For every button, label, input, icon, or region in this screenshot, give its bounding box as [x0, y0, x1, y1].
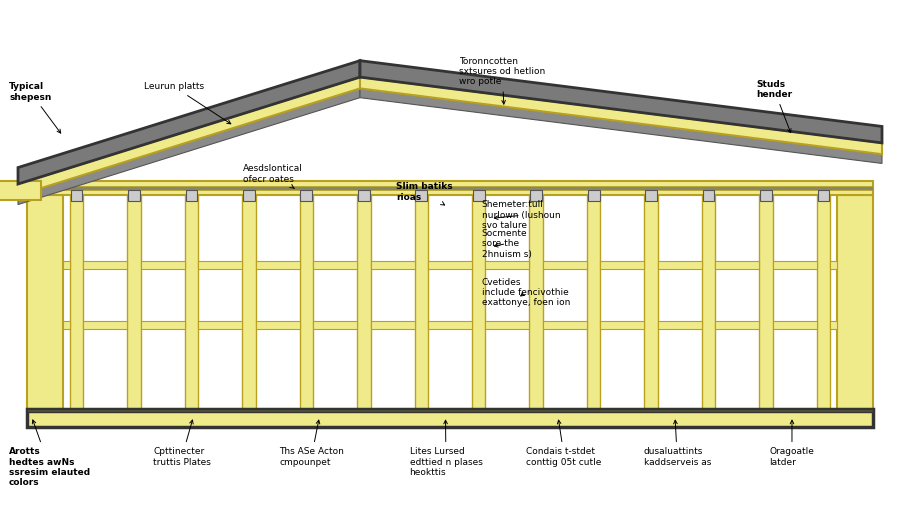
Bar — [416, 190, 428, 201]
Bar — [817, 195, 831, 409]
Text: Condais t-stdet
conttig 05t cutle: Condais t-stdet conttig 05t cutle — [526, 420, 602, 467]
Bar — [716, 321, 760, 329]
Polygon shape — [18, 88, 360, 205]
Bar — [127, 195, 140, 409]
Bar — [485, 261, 529, 269]
Polygon shape — [360, 88, 882, 163]
Bar — [588, 190, 599, 201]
Text: Leurun platts: Leurun platts — [144, 82, 230, 124]
Polygon shape — [360, 77, 882, 154]
Bar — [543, 261, 587, 269]
Bar — [415, 195, 428, 409]
Bar — [830, 321, 837, 329]
Bar — [242, 195, 256, 409]
Bar — [313, 261, 357, 269]
Bar — [27, 195, 63, 409]
Bar — [27, 186, 873, 190]
Bar — [63, 321, 69, 329]
Bar — [472, 195, 485, 409]
Bar — [760, 190, 772, 201]
Bar — [837, 195, 873, 409]
Bar — [529, 195, 543, 409]
Bar — [27, 181, 873, 195]
Text: Typical
shepesn: Typical shepesn — [9, 82, 60, 133]
Text: dusaluattints
kaddserveis as: dusaluattints kaddserveis as — [644, 420, 711, 467]
Text: Lites Lursed
edttied n plases
heokttis: Lites Lursed edttied n plases heokttis — [410, 420, 482, 477]
Bar — [702, 195, 716, 409]
Bar — [357, 195, 371, 409]
Bar — [69, 195, 83, 409]
Polygon shape — [18, 61, 360, 184]
Bar — [198, 261, 242, 269]
Text: Cpttinecter
truttis Plates: Cpttinecter truttis Plates — [153, 420, 211, 467]
Text: Slim batiks
rioas: Slim batiks rioas — [396, 182, 453, 205]
Bar — [543, 321, 587, 329]
Bar — [428, 321, 472, 329]
Bar — [140, 261, 184, 269]
Bar — [645, 190, 657, 201]
Text: Oragoatle
latder: Oragoatle latder — [770, 420, 814, 467]
Bar — [63, 261, 69, 269]
Text: Aesdslontical
ofecr oates: Aesdslontical ofecr oates — [243, 164, 303, 188]
Bar — [472, 190, 484, 201]
Bar — [128, 190, 140, 201]
Bar — [703, 190, 715, 201]
Bar — [716, 261, 760, 269]
Bar — [658, 261, 702, 269]
Bar — [83, 261, 127, 269]
Bar — [184, 195, 198, 409]
Bar — [83, 321, 127, 329]
Text: Ths ASe Acton
cmpounpet: Ths ASe Acton cmpounpet — [279, 420, 344, 467]
Bar — [760, 195, 773, 409]
Bar — [658, 321, 702, 329]
Bar — [27, 409, 873, 427]
Text: Studs
hender: Studs hender — [756, 80, 792, 133]
Polygon shape — [360, 61, 882, 143]
Bar — [256, 261, 300, 269]
Bar — [371, 261, 415, 269]
Bar — [818, 190, 830, 201]
Bar — [27, 409, 873, 412]
Bar — [773, 321, 817, 329]
Bar — [256, 321, 300, 329]
Bar — [485, 321, 529, 329]
Bar — [600, 321, 644, 329]
Bar — [830, 261, 837, 269]
Polygon shape — [18, 77, 360, 195]
Text: Arotts
hedtes awNs
ssresim elauted
colors: Arotts hedtes awNs ssresim elauted color… — [9, 420, 90, 487]
Text: Socmente
sore the
2hnuism s): Socmente sore the 2hnuism s) — [482, 229, 531, 259]
Bar — [198, 321, 242, 329]
Bar — [600, 261, 644, 269]
Bar — [371, 321, 415, 329]
Bar — [313, 321, 357, 329]
Bar — [243, 190, 255, 201]
Bar — [140, 321, 184, 329]
Bar — [0, 181, 40, 200]
Text: Toronncotten
sxtsures od hetlion
wro potle: Toronncotten sxtsures od hetlion wro pot… — [459, 57, 545, 104]
Text: Cvetides
include fencivothie
exattonye, foen ion: Cvetides include fencivothie exattonye, … — [482, 278, 570, 307]
Bar — [587, 195, 600, 409]
Bar — [530, 190, 542, 201]
Bar — [358, 190, 370, 201]
Bar — [185, 190, 197, 201]
Text: Shemeter:tull
nurlown (lushoun
svo talure: Shemeter:tull nurlown (lushoun svo talur… — [482, 200, 560, 230]
Bar — [428, 261, 472, 269]
Bar — [70, 190, 83, 201]
Bar — [773, 261, 817, 269]
Bar — [300, 195, 313, 409]
Bar — [301, 190, 312, 201]
Bar — [644, 195, 658, 409]
